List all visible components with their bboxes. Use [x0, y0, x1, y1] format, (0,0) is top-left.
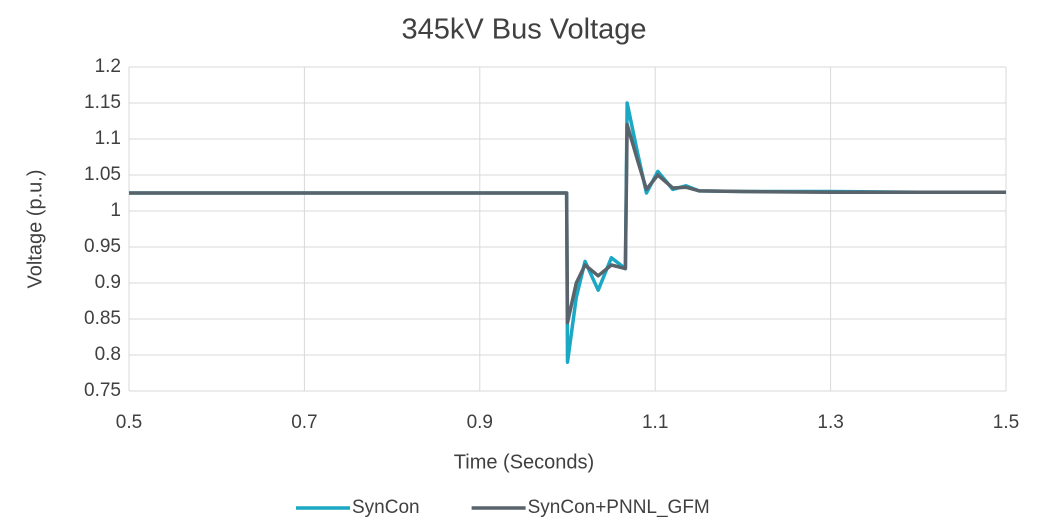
y-tick-label: 1.15 — [84, 92, 121, 113]
x-axis-label: Time (Seconds) — [454, 451, 594, 473]
x-tick-label: 1.5 — [993, 412, 1019, 433]
line-series — [129, 122, 1006, 325]
x-tick-label: 0.7 — [291, 412, 317, 433]
y-tick-label: 1 — [110, 200, 121, 221]
y-axis-label: Voltage (p.u.) — [24, 170, 46, 289]
x-tick-label: 0.9 — [467, 412, 493, 433]
y-tick-label: 0.8 — [95, 344, 121, 365]
legend-label: SynCon — [352, 497, 420, 518]
y-tick-label: 0.85 — [84, 308, 121, 329]
legend-label: SynCon+PNNL_GFM — [528, 497, 710, 518]
y-tick-label: 1.1 — [95, 128, 121, 149]
x-tick-label: 1.1 — [642, 412, 668, 433]
y-tick-label: 0.95 — [84, 236, 121, 257]
x-tick-label: 1.3 — [817, 412, 843, 433]
y-tick-label: 0.75 — [84, 380, 121, 401]
chart-title: 345kV Bus Voltage — [401, 14, 646, 46]
x-tick-label: 0.5 — [116, 412, 142, 433]
y-tick-label: 0.9 — [95, 272, 121, 293]
y-tick-label: 1.05 — [84, 164, 121, 185]
y-tick-label: 1.2 — [95, 56, 121, 77]
